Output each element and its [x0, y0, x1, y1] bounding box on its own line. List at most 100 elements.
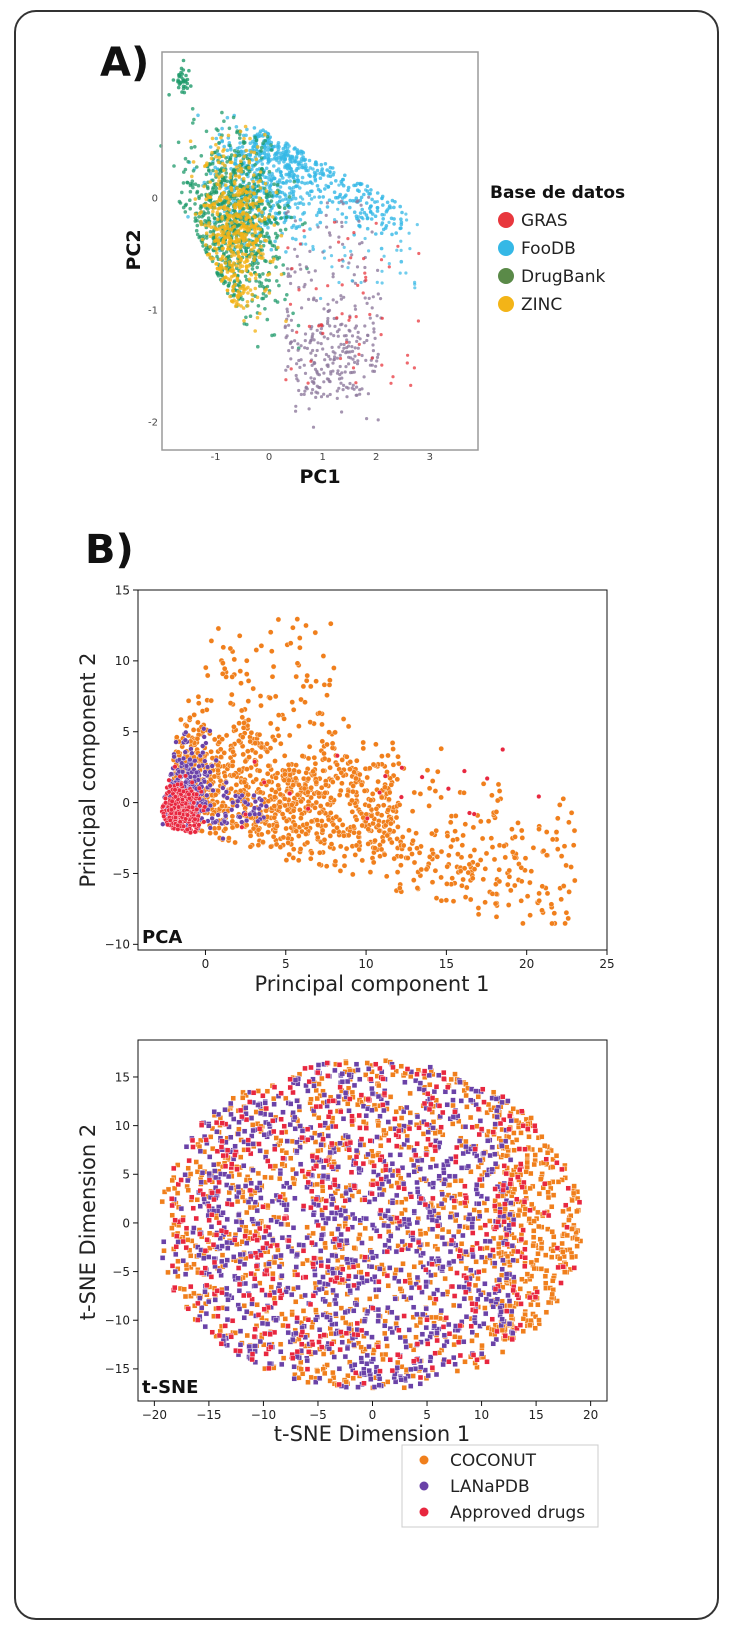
pca-point — [270, 663, 277, 670]
panel-a-point — [300, 306, 304, 310]
pca-point — [285, 840, 292, 846]
panel-a-point — [244, 217, 248, 222]
panel-a-point — [341, 388, 345, 392]
panel-a-point — [176, 85, 181, 90]
pca-point — [293, 828, 300, 835]
tsne-point — [305, 1379, 311, 1385]
panel-a-point — [220, 110, 224, 115]
pca-point — [316, 810, 323, 816]
panel-a-point — [314, 287, 318, 291]
tsne-point — [362, 1225, 368, 1232]
panel-a-point — [349, 371, 353, 375]
panel-a-point — [225, 148, 230, 153]
panel-a-point — [311, 247, 316, 252]
panel-a-point — [299, 392, 303, 397]
panel-a-point — [337, 183, 341, 187]
panel-a-point — [293, 196, 298, 201]
pca-point — [192, 816, 198, 822]
panel-a-point — [339, 381, 343, 385]
panel-a-point — [221, 200, 226, 205]
pca-point — [334, 761, 340, 768]
pca-point — [303, 622, 309, 629]
tsne-point — [320, 1225, 326, 1232]
panel-a-point — [379, 246, 384, 251]
pca-point — [332, 858, 339, 865]
panel-a-point — [214, 154, 218, 159]
tsne-point — [271, 1095, 277, 1102]
tsne-point — [340, 1315, 346, 1321]
pca-point — [182, 749, 188, 755]
panel-a-point — [283, 203, 287, 208]
pca-point — [375, 822, 382, 829]
panel-a-point — [243, 274, 248, 279]
panel-a-point — [371, 349, 375, 353]
pca-point — [267, 695, 273, 701]
panel-a-point — [195, 189, 200, 194]
pca-point — [367, 869, 374, 875]
panel-a-point — [231, 289, 235, 293]
pca-point — [238, 680, 244, 687]
pca-point — [286, 851, 293, 858]
panel-a-point — [375, 209, 380, 213]
panel-a-point — [371, 321, 375, 325]
panel-a-point — [199, 210, 203, 214]
pca-point — [207, 825, 213, 831]
panel-a-point — [295, 362, 299, 366]
pca-point — [307, 683, 314, 690]
pca-point — [191, 800, 197, 806]
panel-a-point — [235, 220, 239, 224]
panel-a-point — [382, 254, 386, 258]
pca-point — [304, 821, 310, 827]
panel-a-point — [237, 153, 242, 158]
panel-a-point — [354, 393, 358, 397]
panel-a-point — [372, 327, 376, 331]
pca-point — [203, 707, 210, 713]
panel-a-point — [193, 182, 198, 186]
panel-a-point — [370, 197, 374, 202]
panel-a-point — [287, 170, 292, 175]
panel-a-point — [299, 201, 303, 205]
panel-a-point — [276, 167, 281, 171]
pca-point — [266, 778, 272, 785]
panel-a-point — [387, 220, 391, 224]
panel-a-point — [227, 260, 232, 264]
panel-a-point — [241, 252, 245, 256]
pca-point — [290, 807, 297, 814]
panel-a-point — [245, 205, 249, 210]
panel-a-point — [195, 232, 200, 237]
pca-point — [208, 748, 214, 755]
pca-point — [208, 638, 215, 644]
pca-point — [461, 790, 467, 796]
pca-point — [459, 842, 466, 849]
panel-a-point — [285, 310, 290, 314]
pca-point — [295, 833, 302, 839]
panel-a-point — [263, 307, 267, 311]
pca-point — [207, 802, 214, 809]
panel-a-point — [219, 264, 223, 268]
panel-a-point — [256, 249, 261, 253]
pca-point — [315, 822, 321, 828]
panel-a-point — [316, 210, 321, 215]
pca-point — [321, 837, 328, 843]
pca-point — [563, 909, 570, 916]
pca-point — [424, 767, 431, 774]
pca-point — [304, 839, 311, 846]
pca-point — [178, 716, 184, 723]
pca-point — [307, 855, 314, 862]
panel-a-point — [315, 184, 320, 188]
pca-point — [461, 768, 467, 774]
panel-a-point — [399, 239, 403, 243]
pca-points — [159, 616, 578, 927]
pca-point — [365, 841, 372, 847]
panel-a-point — [221, 254, 225, 259]
pca-point — [283, 825, 289, 832]
panel-a-point — [312, 296, 316, 300]
panel-a-point — [255, 145, 260, 149]
panel-a-point — [319, 200, 323, 205]
panel-a-point — [278, 205, 282, 209]
pca-point — [273, 775, 279, 781]
panel-a-point — [328, 324, 332, 328]
panel-a-point — [355, 265, 360, 269]
pca-point — [358, 782, 365, 788]
pca-point — [485, 818, 492, 825]
